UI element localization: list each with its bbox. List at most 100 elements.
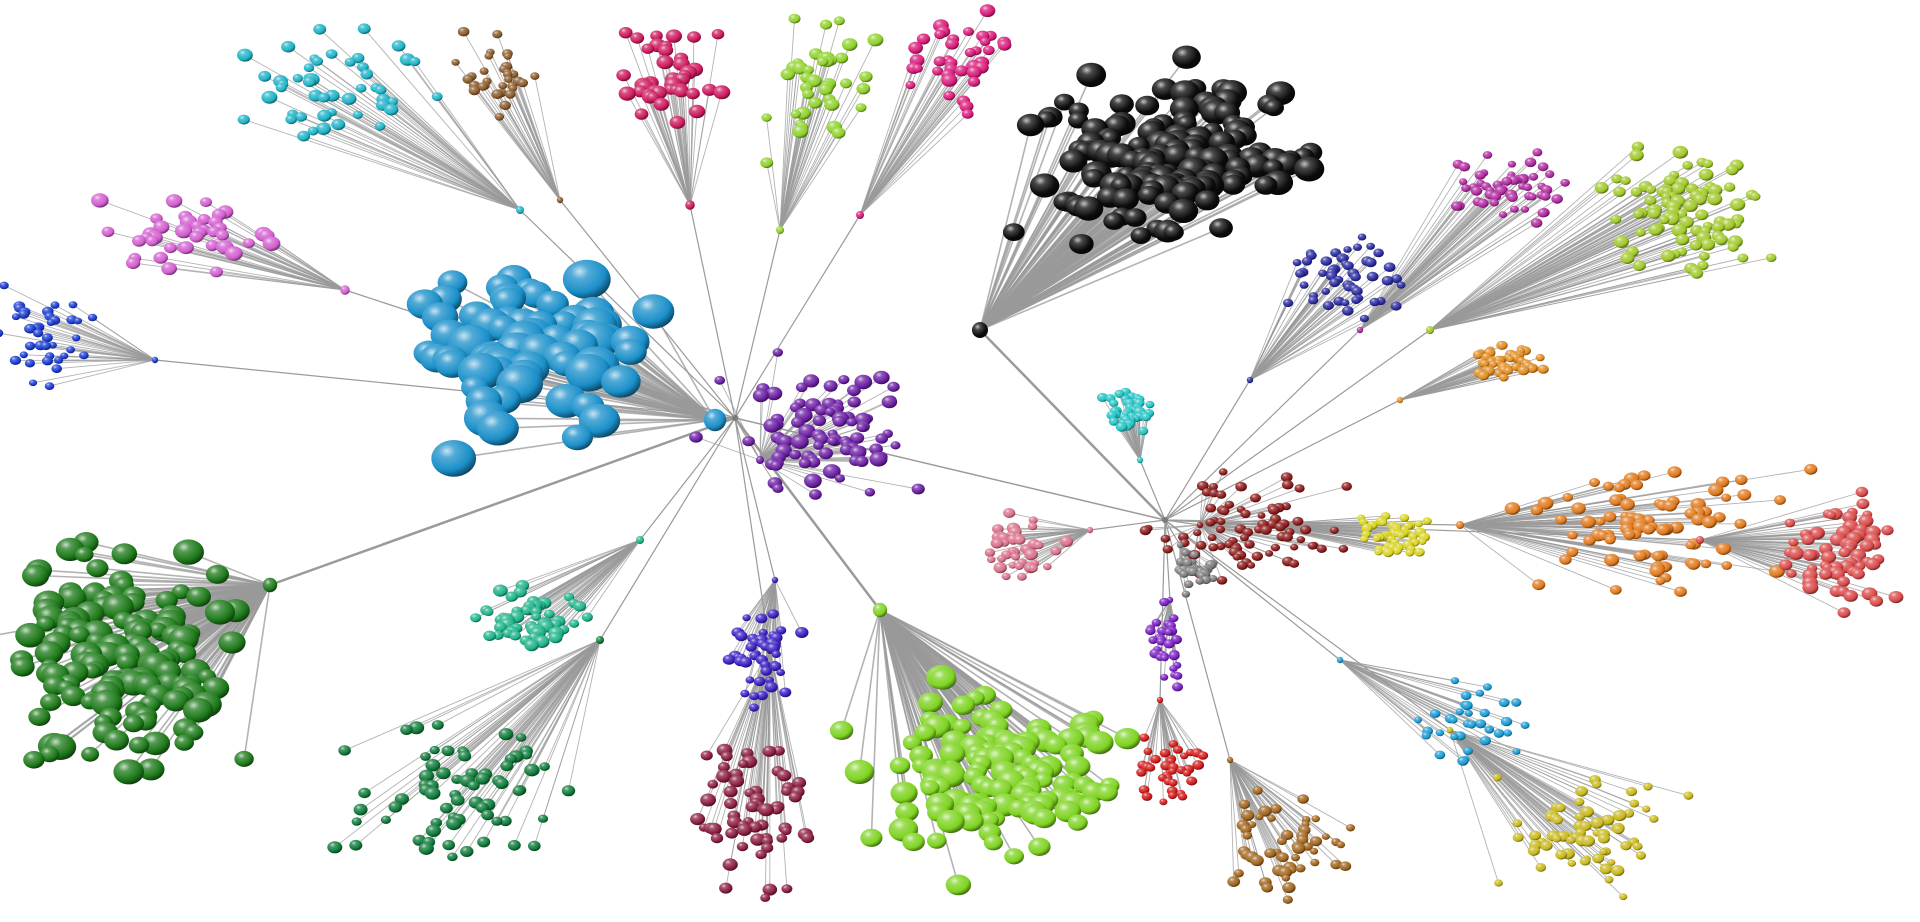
node[interactable] — [1612, 824, 1625, 835]
hub-right-center-node[interactable] — [1162, 517, 1168, 523]
node[interactable] — [1591, 780, 1602, 789]
node[interactable] — [1551, 194, 1563, 204]
node[interactable] — [1168, 791, 1177, 800]
node[interactable] — [890, 441, 901, 450]
node[interactable] — [1527, 845, 1540, 856]
node[interactable] — [760, 893, 771, 902]
node[interactable] — [772, 483, 784, 493]
node[interactable] — [161, 262, 178, 276]
node[interactable] — [1552, 815, 1563, 825]
node[interactable] — [295, 112, 307, 122]
node[interactable] — [1278, 866, 1293, 878]
node[interactable] — [1270, 804, 1282, 814]
node[interactable] — [781, 884, 793, 894]
node[interactable] — [618, 27, 633, 39]
node[interactable] — [467, 780, 480, 791]
node[interactable] — [531, 612, 542, 621]
node[interactable] — [1195, 540, 1207, 550]
node[interactable] — [1295, 864, 1306, 873]
node[interactable] — [1208, 543, 1219, 552]
node[interactable] — [374, 85, 387, 95]
node[interactable] — [1595, 517, 1606, 526]
node[interactable] — [1734, 518, 1747, 529]
node[interactable] — [491, 89, 504, 100]
node[interactable] — [1494, 879, 1503, 887]
node[interactable] — [1028, 516, 1038, 524]
node[interactable] — [761, 836, 773, 846]
node[interactable] — [54, 356, 64, 364]
node[interactable] — [844, 759, 875, 785]
node[interactable] — [1503, 366, 1514, 375]
node[interactable] — [889, 757, 911, 775]
node[interactable] — [1280, 472, 1293, 482]
node[interactable] — [1670, 182, 1686, 195]
node[interactable] — [441, 745, 455, 757]
node[interactable] — [1708, 184, 1723, 196]
node[interactable] — [1163, 639, 1175, 649]
node[interactable] — [1663, 175, 1677, 186]
node[interactable] — [814, 404, 829, 416]
node[interactable] — [1160, 534, 1171, 543]
node[interactable] — [1141, 412, 1152, 422]
node[interactable] — [468, 85, 480, 96]
node[interactable] — [307, 126, 319, 136]
node[interactable] — [476, 411, 519, 446]
node[interactable] — [1461, 700, 1473, 711]
node[interactable] — [1784, 518, 1796, 528]
red-cluster[interactable] — [1136, 733, 1209, 806]
turquoise-cluster[interactable] — [1097, 387, 1155, 436]
node[interactable] — [1353, 243, 1362, 251]
node[interactable] — [1180, 752, 1189, 760]
node[interactable] — [424, 786, 441, 800]
node[interactable] — [818, 447, 833, 460]
node[interactable] — [44, 382, 55, 390]
node[interactable] — [1182, 558, 1193, 567]
node[interactable] — [1590, 817, 1605, 829]
node[interactable] — [914, 723, 936, 742]
node[interactable] — [1282, 532, 1293, 542]
node[interactable] — [479, 67, 489, 75]
node[interactable] — [380, 815, 391, 824]
node[interactable] — [1479, 736, 1492, 746]
node[interactable] — [658, 44, 674, 57]
node[interactable] — [933, 56, 946, 67]
node[interactable] — [1240, 824, 1252, 834]
node[interactable] — [73, 317, 83, 325]
node[interactable] — [483, 607, 494, 616]
node[interactable] — [491, 816, 503, 826]
node[interactable] — [847, 384, 861, 396]
node[interactable] — [509, 631, 522, 641]
node[interactable] — [855, 103, 867, 113]
node[interactable] — [1520, 721, 1530, 729]
node[interactable] — [1632, 209, 1644, 219]
node[interactable] — [795, 382, 808, 393]
node[interactable] — [1283, 298, 1294, 308]
node[interactable] — [460, 846, 474, 857]
node[interactable] — [41, 333, 53, 343]
node[interactable] — [1423, 517, 1432, 525]
node[interactable] — [1197, 751, 1209, 760]
node[interactable] — [1413, 716, 1423, 724]
node[interactable] — [1114, 727, 1141, 750]
node[interactable] — [618, 86, 636, 101]
node[interactable] — [128, 736, 150, 754]
node[interactable] — [1765, 253, 1777, 262]
node[interactable] — [867, 33, 884, 47]
node[interactable] — [1192, 760, 1205, 770]
node[interactable] — [1474, 170, 1486, 180]
node[interactable] — [763, 418, 781, 433]
node[interactable] — [895, 802, 919, 822]
node[interactable] — [1729, 198, 1746, 211]
node[interactable] — [1059, 149, 1088, 173]
node[interactable] — [475, 772, 490, 785]
node[interactable] — [929, 667, 957, 690]
node[interactable] — [1656, 523, 1671, 536]
node[interactable] — [753, 676, 766, 687]
node[interactable] — [1520, 206, 1530, 213]
node[interactable] — [1002, 223, 1025, 242]
node[interactable] — [1647, 207, 1662, 219]
node[interactable] — [1366, 271, 1379, 282]
node[interactable] — [838, 375, 850, 385]
node[interactable] — [706, 822, 722, 836]
node[interactable] — [875, 433, 888, 444]
